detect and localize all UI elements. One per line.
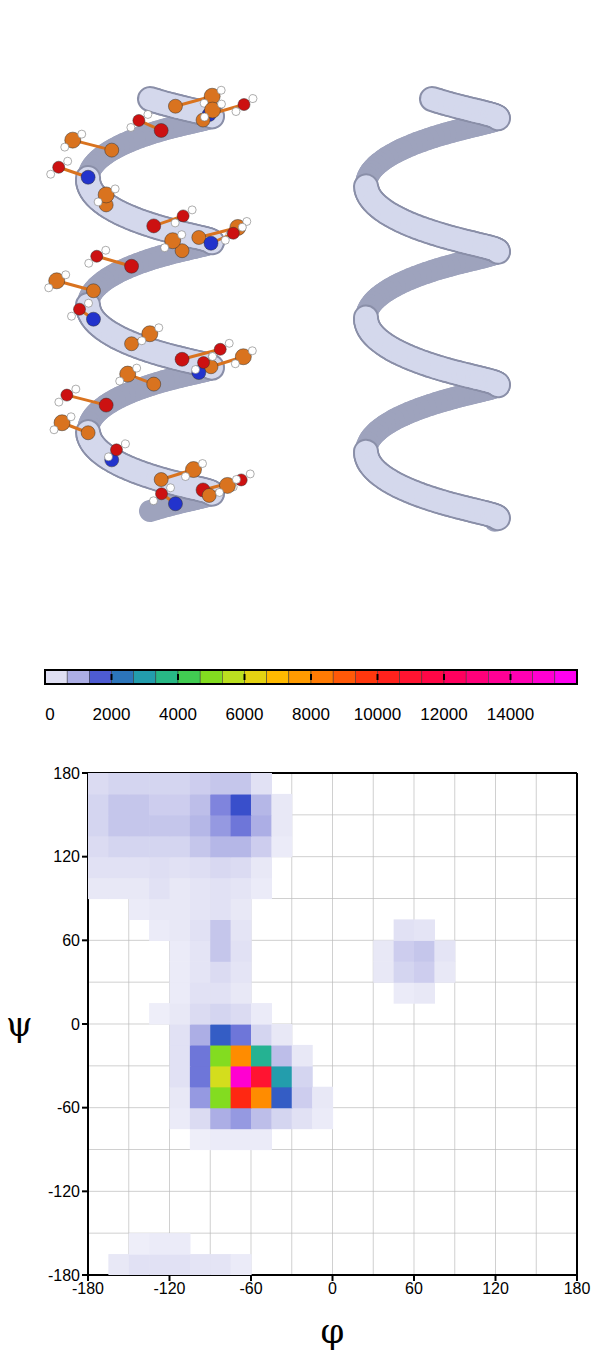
svg-text:60: 60 [62,932,80,949]
svg-text:12000: 12000 [420,705,467,724]
svg-text:180: 180 [564,1280,591,1297]
svg-text:-180: -180 [48,1267,80,1284]
svg-text:4000: 4000 [159,705,197,724]
svg-text:6000: 6000 [226,705,264,724]
svg-text:14000: 14000 [487,705,534,724]
svg-text:120: 120 [53,848,80,865]
svg-text:ψ: ψ [6,1004,33,1044]
svg-text:0: 0 [71,1016,80,1033]
svg-text:180: 180 [53,765,80,782]
svg-text:-120: -120 [48,1183,80,1200]
svg-text:120: 120 [482,1280,509,1297]
svg-text:2000: 2000 [93,705,131,724]
svg-text:-60: -60 [57,1099,80,1116]
svg-text:60: 60 [405,1280,423,1297]
svg-text:-180: -180 [72,1280,104,1298]
svg-text:-120: -120 [153,1280,185,1297]
svg-text:-60: -60 [239,1280,262,1297]
svg-text:0: 0 [328,1280,337,1297]
svg-text:8000: 8000 [292,705,330,724]
svg-text:0: 0 [45,705,54,724]
svg-text:10000: 10000 [354,705,401,724]
svg-text:φ: φ [321,1311,345,1351]
